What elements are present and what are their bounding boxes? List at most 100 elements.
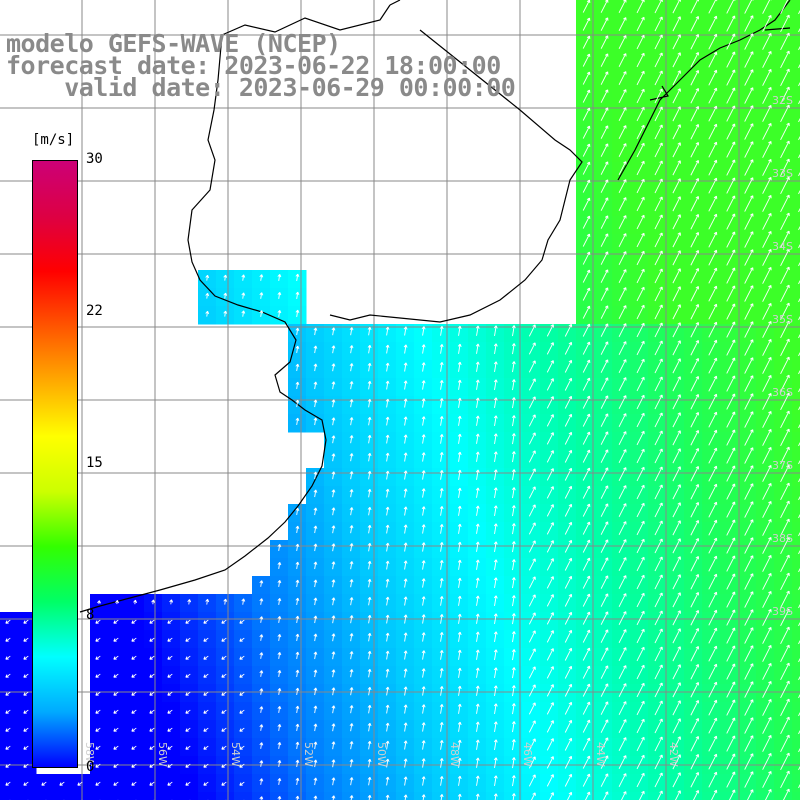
wind-arrow xyxy=(582,773,591,787)
wind-arrow xyxy=(205,274,210,281)
wind-arrow xyxy=(636,142,645,158)
wind-arrow xyxy=(654,142,663,158)
wind-cell xyxy=(774,792,793,800)
wind-arrow xyxy=(708,447,718,464)
wind-arrow xyxy=(167,637,173,642)
wind-arrow xyxy=(639,790,645,800)
wind-arrow xyxy=(780,518,790,536)
wind-arrow xyxy=(133,599,138,605)
wind-arrow xyxy=(385,452,390,462)
wind-arrow xyxy=(277,778,282,785)
wind-cell xyxy=(792,738,800,757)
wind-arrow xyxy=(783,788,790,800)
wind-arrow xyxy=(582,107,591,121)
wind-arrow xyxy=(546,540,554,553)
wind-arrow xyxy=(744,699,754,716)
wind-arrow xyxy=(295,291,300,300)
wind-arrow xyxy=(439,380,444,390)
wind-cell xyxy=(36,792,55,800)
wind-arrow xyxy=(672,340,681,356)
wind-arrow xyxy=(203,619,209,624)
wind-arrow xyxy=(600,251,609,265)
wind-cell xyxy=(792,702,800,721)
wind-arrow xyxy=(582,143,591,157)
wind-arrow xyxy=(149,637,155,642)
wind-arrow xyxy=(708,357,718,374)
wind-arrow xyxy=(349,345,354,354)
wind-arrow xyxy=(546,774,554,787)
wind-cell xyxy=(702,792,721,800)
wind-arrow xyxy=(672,556,681,572)
wind-arrow xyxy=(385,740,390,750)
wind-arrow xyxy=(528,558,536,571)
wind-arrow xyxy=(672,52,681,68)
wind-arrow xyxy=(762,554,772,572)
wind-arrow xyxy=(600,0,609,13)
wind-arrow xyxy=(582,71,591,85)
wind-arrow xyxy=(780,716,790,734)
wind-arrow xyxy=(403,362,408,372)
wind-arrow xyxy=(708,627,718,644)
wind-arrow xyxy=(690,718,700,734)
wind-arrow xyxy=(439,578,444,588)
wind-arrow xyxy=(493,667,498,679)
wind-arrow xyxy=(690,574,700,590)
wind-arrow xyxy=(672,250,681,266)
wind-arrow xyxy=(708,555,718,572)
wind-arrow xyxy=(531,792,536,800)
wind-arrow xyxy=(528,756,536,769)
wind-arrow xyxy=(582,17,591,31)
wind-arrow xyxy=(421,794,426,800)
colorbar-tick-30: 30 xyxy=(86,151,103,167)
wind-arrow xyxy=(511,541,516,553)
wind-arrow xyxy=(439,668,444,678)
wind-arrow xyxy=(564,395,573,409)
wind-arrow xyxy=(331,687,336,696)
wind-arrow xyxy=(528,702,536,715)
wind-arrow xyxy=(113,673,119,678)
wind-arrow xyxy=(600,593,609,607)
wind-arrow xyxy=(690,88,700,104)
wind-arrow xyxy=(475,541,480,552)
wind-arrow xyxy=(762,320,772,338)
wind-arrow xyxy=(582,125,591,139)
wind-arrow xyxy=(113,691,119,696)
wind-arrow xyxy=(313,543,318,552)
wind-arrow xyxy=(546,432,554,445)
wind-arrow xyxy=(672,412,681,428)
wind-arrow xyxy=(439,722,444,732)
wind-arrow xyxy=(636,682,645,698)
wind-arrow xyxy=(385,650,390,660)
wind-cell xyxy=(792,0,800,19)
wind-arrow xyxy=(780,770,790,788)
wind-arrow xyxy=(95,745,101,750)
wind-arrow xyxy=(636,52,645,68)
wind-arrow xyxy=(564,665,573,679)
wind-arrow xyxy=(564,539,573,553)
wind-arrow xyxy=(780,734,790,752)
wind-arrow xyxy=(203,781,209,786)
wind-arrow xyxy=(780,626,790,644)
wind-arrow xyxy=(277,310,282,317)
wind-arrow xyxy=(690,736,700,752)
wind-arrow xyxy=(780,122,790,140)
wind-arrow xyxy=(762,752,772,770)
wind-arrow xyxy=(654,160,663,176)
wind-arrow xyxy=(221,619,227,624)
wind-arrow xyxy=(149,781,155,786)
wind-arrow xyxy=(726,735,736,752)
wind-arrow xyxy=(582,287,591,301)
wind-arrow xyxy=(349,561,354,570)
wind-arrow xyxy=(457,739,462,750)
wind-arrow xyxy=(780,230,790,248)
wind-arrow xyxy=(475,451,480,462)
wind-arrow xyxy=(690,142,700,158)
wind-arrow xyxy=(708,429,718,446)
wind-arrow xyxy=(564,341,573,355)
wind-arrow xyxy=(672,448,681,464)
wind-arrow xyxy=(708,51,718,68)
wind-arrow xyxy=(421,326,426,336)
wind-arrow xyxy=(349,543,354,552)
wind-arrow xyxy=(654,412,663,428)
